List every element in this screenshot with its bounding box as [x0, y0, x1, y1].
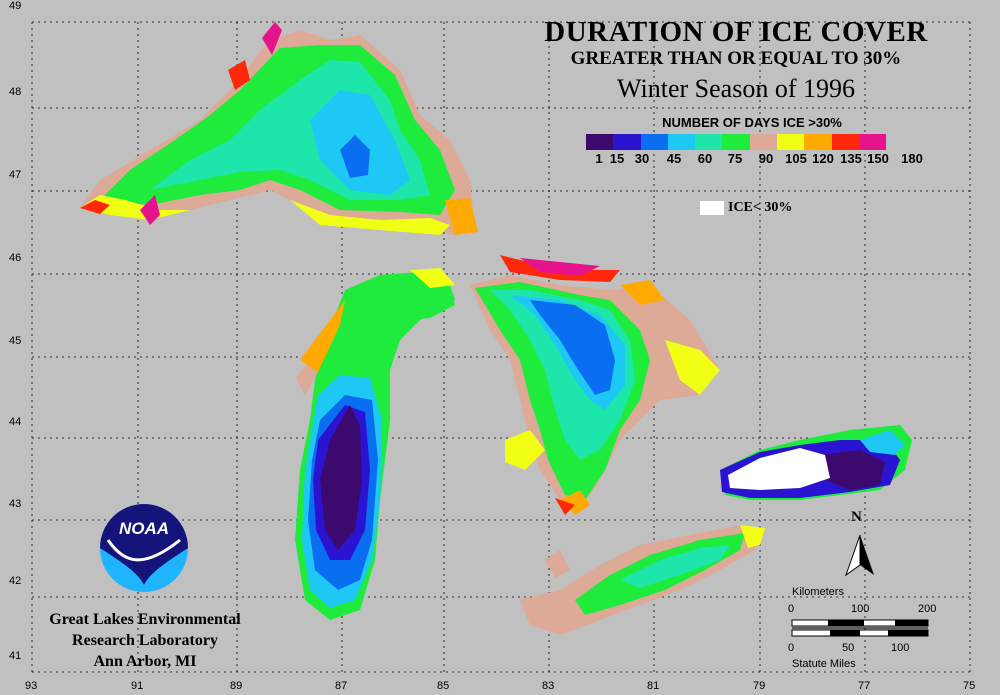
lake-michigan	[295, 272, 455, 620]
legend-swatch	[586, 134, 614, 150]
legend-swatch	[804, 134, 832, 150]
mi-tick-0: 0	[788, 642, 795, 654]
km-tick-200: 200	[918, 603, 937, 615]
legend-swatch	[858, 134, 887, 150]
mi-tick-50: 50	[842, 642, 855, 654]
legend-swatch	[667, 134, 696, 150]
latitude-label: 43	[9, 498, 22, 510]
legend-color-bar	[586, 134, 887, 150]
map-title: DURATION OF ICE COVER	[544, 16, 928, 48]
legend-title: NUMBER OF DAYS ICE >30%	[662, 115, 842, 130]
lake-ontario	[720, 425, 912, 500]
noaa-logo-text: NOAA	[119, 519, 169, 538]
north-label: N	[851, 509, 862, 525]
km-tick-100: 100	[851, 603, 870, 615]
legend-tick: 135	[840, 151, 862, 166]
latitude-label: 42	[9, 575, 22, 587]
longitude-label: 87	[335, 680, 348, 692]
map-subtitle: GREATER THAN OR EQUAL TO 30%	[570, 48, 902, 69]
legend-tick: 120	[812, 151, 834, 166]
legend-tick: 1	[595, 151, 603, 166]
ice-less-label: ICE< 30%	[728, 200, 793, 215]
longitude-label: 77	[858, 680, 871, 692]
longitude-label: 83	[542, 680, 555, 692]
legend-swatch	[722, 134, 750, 150]
legend-swatch	[640, 134, 668, 150]
latitude-label: 47	[9, 169, 22, 181]
org-line-2: Research Laboratory	[72, 632, 218, 649]
km-scale-title: Kilometers	[792, 586, 844, 598]
legend-tick: 30	[634, 151, 650, 166]
legend-tick: 60	[697, 151, 713, 166]
longitude-label: 75	[963, 680, 976, 692]
legend-swatch	[613, 134, 641, 150]
noaa-logo: NOAA	[100, 504, 188, 592]
longitude-label: 81	[647, 680, 660, 692]
lake-superior	[80, 22, 478, 235]
longitude-label: 79	[753, 680, 766, 692]
mi-tick-100: 100	[891, 642, 910, 654]
org-line-3: Ann Arbor, MI	[93, 653, 197, 670]
organization-label: Great Lakes Environmental Research Labor…	[20, 609, 270, 672]
legend-tick: 150	[867, 151, 889, 166]
ice-less-swatch	[700, 201, 724, 215]
legend-swatch	[749, 134, 778, 150]
org-line-1: Great Lakes Environmental	[49, 611, 241, 628]
km-tick-0: 0	[788, 603, 795, 615]
legend-tick: 45	[666, 151, 682, 166]
latitude-label: 48	[9, 86, 22, 98]
longitude-label: 85	[437, 680, 450, 692]
legend-tick: 15	[609, 151, 625, 166]
longitude-label: 89	[230, 680, 243, 692]
season-label: Winter Season of 1996	[617, 74, 855, 103]
legend-swatch	[695, 134, 723, 150]
legend-tick: 90	[758, 151, 774, 166]
latitude-label: 41	[9, 650, 22, 662]
longitude-label: 91	[131, 680, 144, 692]
legend-tick: 105	[785, 151, 807, 166]
lake-erie	[520, 525, 765, 635]
scale-bars	[791, 619, 929, 637]
graticule	[31, 21, 971, 673]
north-arrow-icon	[845, 534, 874, 577]
latitude-label: 49	[9, 0, 22, 12]
mi-scale-title: Statute Miles	[792, 658, 856, 670]
legend-swatch	[777, 134, 805, 150]
lake-huron	[410, 255, 720, 515]
legend-tick: 180	[901, 151, 923, 166]
legend-tick: 75	[727, 151, 743, 166]
legend-tick-labels: 1 15 30 45 60 75 90 105 120 135 150 180	[572, 151, 952, 167]
legend-swatch	[831, 134, 859, 150]
latitude-label: 44	[9, 416, 22, 428]
latitude-label: 45	[9, 335, 22, 347]
latitude-label: 46	[9, 252, 22, 264]
longitude-label: 93	[25, 680, 38, 692]
